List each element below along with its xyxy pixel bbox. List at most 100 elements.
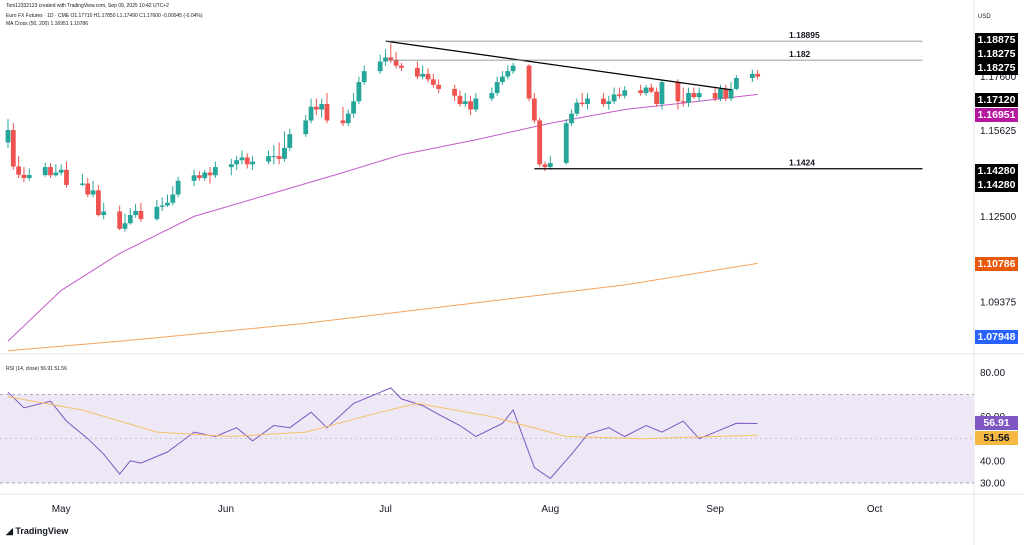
candle [282,131,287,162]
candle-body [728,88,734,99]
candle [175,176,181,198]
candle-body [505,71,511,77]
candle [361,65,367,85]
candle [276,142,282,165]
candle [250,156,255,170]
candle-body [749,73,755,78]
candle-body [165,202,170,206]
candle [95,184,101,217]
candle [691,87,697,99]
candle [10,123,16,170]
ma200-line [7,262,758,352]
candle [638,84,644,96]
price-tick-label: 1.09375 [980,298,1017,309]
candle-body [574,102,580,114]
candle-body [377,61,383,72]
candle-body [712,93,718,99]
candle-body [21,174,27,179]
candle-body [5,130,11,143]
candle-body [601,98,606,105]
candle [42,162,48,177]
candle [308,98,314,124]
candle-body [324,104,330,121]
candle [606,95,612,110]
candle-body [191,175,197,181]
candle-body [250,161,255,165]
candle [101,202,107,220]
candle-body [170,194,176,203]
candle-body [287,134,293,148]
candle [170,186,176,206]
candle [399,62,404,72]
candle [383,49,388,66]
candle [64,161,69,188]
candle [388,43,394,63]
candle [138,202,144,222]
brand-name: TradingView [15,526,69,536]
candle [622,86,628,99]
rsi-tick-label: 30.00 [980,478,1005,489]
candle [207,167,213,184]
candle-body [542,164,548,168]
candle-body [361,71,367,83]
candle-body [430,79,436,85]
candle [202,169,208,181]
candle-body [680,101,686,103]
candle-body [234,160,240,165]
candle-body [266,156,271,162]
candlesticks [5,43,761,232]
candle-body [436,84,442,89]
candle-body [42,167,48,176]
candle [197,171,202,181]
candle-body [282,147,287,159]
candle [489,87,495,102]
level-label: 1.18895 [789,30,820,40]
candle [345,109,351,126]
candle-body [101,211,107,216]
candle-body [154,206,160,220]
candle [303,114,309,137]
trendline [385,40,732,91]
candle [21,167,27,183]
candle [313,98,319,115]
candle [718,84,723,102]
rsi-tick-label: 80.00 [980,368,1005,379]
candle [420,65,426,80]
candle-body [691,93,697,98]
candle [48,162,53,179]
candle [749,69,755,83]
indicator-line: MA Cross (50, 200) 1.16951 1.10786 [6,21,88,27]
candle-body [648,87,654,92]
candle-body [494,82,500,94]
candle-body [547,162,553,168]
candle-body [212,167,218,176]
candle [90,180,96,198]
candle-body [90,190,96,195]
candle-body [127,215,133,224]
candle [680,87,686,107]
candle [319,98,325,118]
candle-body [197,175,202,179]
candle-body [308,106,314,121]
rsi-value-tag: 51.56 [975,431,1018,445]
time-tick-label: Sep [706,504,724,515]
candle-body [202,172,208,179]
candle-body [696,93,702,98]
candle [228,158,234,176]
candle-body [313,106,319,110]
candle-body [675,82,681,102]
candle [457,90,463,107]
candle-body [563,123,569,163]
trendlines: 1.18895 1.182 1.1424 [385,30,923,170]
candle [58,164,64,176]
candle [425,68,431,83]
candle [271,145,277,165]
price-tag: 1.14280 [975,178,1018,192]
candle-body [643,87,649,94]
candle [579,93,585,107]
candle-body [271,156,277,158]
candle [287,128,293,151]
candle [659,79,665,110]
candle [574,98,580,117]
